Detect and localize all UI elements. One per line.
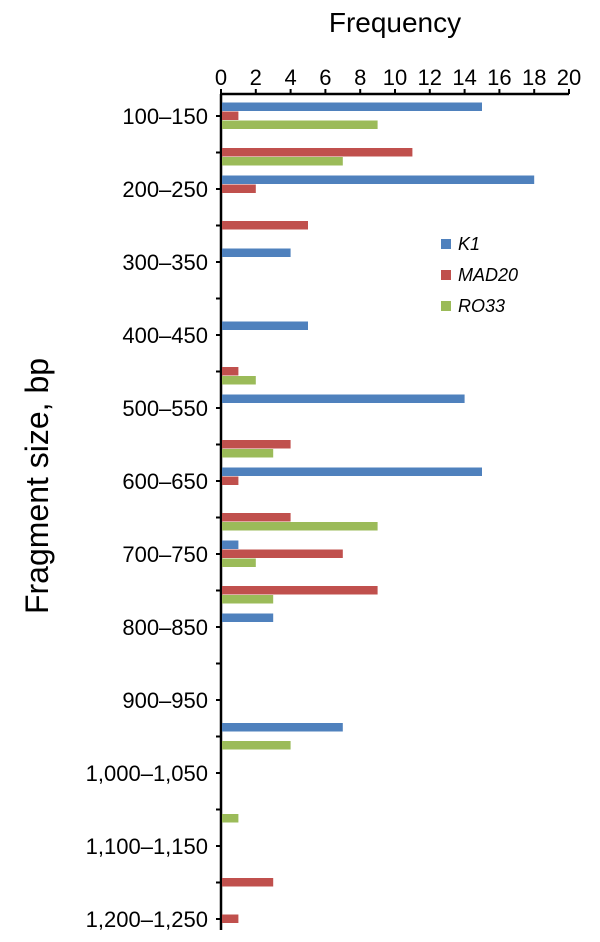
bar-k1-12 bbox=[222, 540, 239, 549]
bar-mad20-11 bbox=[222, 513, 291, 522]
category-label: 100–150 bbox=[122, 104, 208, 129]
category-label: 300–350 bbox=[122, 250, 208, 275]
bar-ro33-17 bbox=[222, 741, 291, 750]
bar-mad20-9 bbox=[222, 440, 291, 449]
bar-ro33-0 bbox=[222, 120, 378, 129]
bar-mad20-7 bbox=[222, 367, 239, 376]
bar-mad20-21 bbox=[222, 878, 274, 887]
category-label: 700–750 bbox=[122, 542, 208, 567]
bar-k1-0 bbox=[222, 102, 482, 111]
legend-swatch-k1 bbox=[441, 239, 451, 249]
legend-swatch-ro33 bbox=[441, 301, 451, 311]
bar-ro33-19 bbox=[222, 814, 239, 823]
bar-mad20-22 bbox=[222, 914, 239, 923]
bar-k1-2 bbox=[222, 175, 535, 184]
legend-swatch-mad20 bbox=[441, 270, 451, 280]
bar-ro33-11 bbox=[222, 522, 378, 531]
legend-label-k1: K1 bbox=[458, 234, 480, 254]
bar-mad20-2 bbox=[222, 184, 256, 193]
category-labels: 100–150 200–250 300–350 400–450 500–550 600–6… bbox=[86, 104, 208, 932]
bar-mad20-3 bbox=[222, 221, 308, 230]
x-tick-label: 10 bbox=[383, 65, 407, 90]
bar-k1-4 bbox=[222, 248, 291, 257]
bar-ro33-7 bbox=[222, 376, 256, 385]
bar-k1-6 bbox=[222, 321, 308, 330]
y-axis-title: Fragment size, bp bbox=[19, 358, 55, 614]
bar-ro33-1 bbox=[222, 157, 343, 166]
category-label: 200–250 bbox=[122, 177, 208, 202]
bar-mad20-12 bbox=[222, 549, 343, 558]
bar-k1-10 bbox=[222, 467, 482, 476]
category-label: 600–650 bbox=[122, 469, 208, 494]
bars-group bbox=[216, 102, 535, 923]
bar-mad20-1 bbox=[222, 148, 413, 157]
x-tick-label: 20 bbox=[557, 65, 581, 90]
x-tick-label: 8 bbox=[354, 65, 366, 90]
x-tick-label: 14 bbox=[452, 65, 476, 90]
bar-k1-17 bbox=[222, 723, 343, 732]
bar-mad20-0 bbox=[222, 111, 239, 120]
x-tick-label: 4 bbox=[284, 65, 296, 90]
category-label: 1,200–1,250 bbox=[86, 907, 208, 932]
x-axis-title: Frequency bbox=[329, 7, 461, 38]
category-label: 1,100–1,150 bbox=[86, 834, 208, 859]
legend: K1 MAD20 RO33 bbox=[441, 234, 518, 316]
x-axis-ticks: 0 2 4 6 8 10 12 14 16 18 20 bbox=[215, 65, 581, 94]
x-tick-label: 2 bbox=[250, 65, 262, 90]
category-label: 400–450 bbox=[122, 323, 208, 348]
bar-k1-8 bbox=[222, 394, 465, 403]
bar-mad20-13 bbox=[222, 586, 378, 595]
x-tick-label: 16 bbox=[487, 65, 511, 90]
bar-mad20-10 bbox=[222, 476, 239, 485]
bar-ro33-12 bbox=[222, 558, 256, 567]
category-label: 1,000–1,050 bbox=[86, 761, 208, 786]
legend-label-mad20: MAD20 bbox=[458, 265, 518, 285]
category-label: 900–950 bbox=[122, 688, 208, 713]
bar-k1-14 bbox=[222, 613, 274, 622]
bar-ro33-13 bbox=[222, 595, 274, 604]
x-tick-label: 18 bbox=[522, 65, 546, 90]
x-tick-label: 0 bbox=[215, 65, 227, 90]
x-tick-label: 6 bbox=[319, 65, 331, 90]
x-tick-label: 12 bbox=[418, 65, 442, 90]
category-label: 500–550 bbox=[122, 396, 208, 421]
category-label: 800–850 bbox=[122, 615, 208, 640]
legend-label-ro33: RO33 bbox=[458, 296, 505, 316]
bar-ro33-9 bbox=[222, 449, 274, 458]
